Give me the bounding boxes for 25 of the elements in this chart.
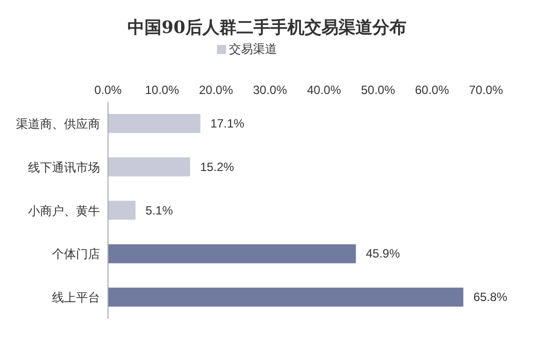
y-tick-label: 渠道商、供应商 xyxy=(16,116,100,131)
bar xyxy=(108,244,356,264)
x-tick-label: 20.0% xyxy=(198,83,234,97)
text: 15.2% xyxy=(200,160,234,174)
y-tick-label: 线下通讯市场 xyxy=(28,160,100,174)
y-tick-label: 小商户、黄牛 xyxy=(28,204,100,218)
x-tick-label: 0.0% xyxy=(94,83,122,97)
legend-label: 交易渠道 xyxy=(229,41,277,58)
y-tick-label: 线上平台 xyxy=(52,290,100,305)
x-tick-label: 50.0% xyxy=(360,83,396,97)
y-tick-label: 个体门店 xyxy=(52,247,100,262)
x-tick-label: 60.0% xyxy=(414,83,450,97)
text: 65.8% xyxy=(473,290,508,304)
bar xyxy=(108,157,190,176)
bar xyxy=(108,114,200,133)
x-tick-label: 70.0% xyxy=(468,83,504,97)
x-tick-label: 10.0% xyxy=(144,83,180,97)
bar xyxy=(108,288,464,307)
x-tick-label: 40.0% xyxy=(306,83,342,97)
text: 5.1% xyxy=(146,203,173,218)
chart-title: 中国90后人群二手手机交易渠道分布 xyxy=(126,17,408,39)
bar xyxy=(108,200,136,220)
text: 17.1% xyxy=(210,116,244,130)
x-tick-label: 30.0% xyxy=(252,83,288,97)
text: 45.9% xyxy=(366,246,400,261)
